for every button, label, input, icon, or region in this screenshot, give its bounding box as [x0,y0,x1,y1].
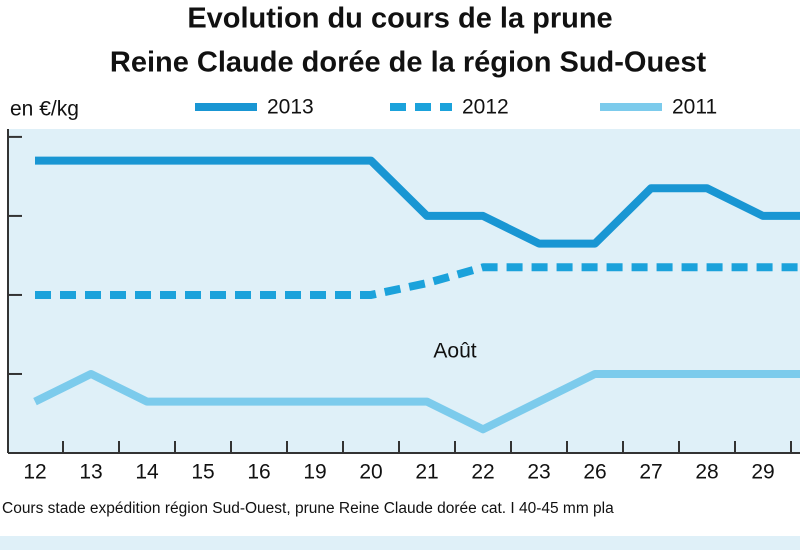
footnote: Cours stade expédition région Sud-Ouest,… [2,500,614,517]
x-tick-label: 15 [191,461,214,484]
x-tick-label: 23 [527,461,550,484]
x-tick-label: 28 [695,461,718,484]
x-tick-label: 14 [135,461,159,484]
x-tick-label: 22 [471,461,494,484]
line-series [33,369,800,434]
x-tick-label: 21 [415,461,438,484]
chart-title: Evolution du cours de la prune [187,3,612,35]
legend-label: 2011 [672,96,717,119]
legend-label: 2012 [462,96,509,119]
x-tick-label: 29 [751,461,774,484]
x-tick-label: 27 [639,461,662,484]
y-axis-label: en €/kg [10,98,79,121]
x-tick-label: 13 [79,461,102,484]
x-tick-label: 12 [23,461,46,484]
legend-label: 2013 [267,96,314,119]
bottom-band [0,536,800,550]
chart-title: Reine Claude dorée de la région Sud-Oues… [110,47,707,79]
annotation: Août [433,340,476,363]
x-tick-label: 26 [583,461,606,484]
x-tick-label: 20 [359,461,382,484]
line-series [35,156,800,248]
x-tick-label: 16 [247,461,270,484]
line-series [35,263,800,299]
x-tick-label: 19 [303,461,326,484]
